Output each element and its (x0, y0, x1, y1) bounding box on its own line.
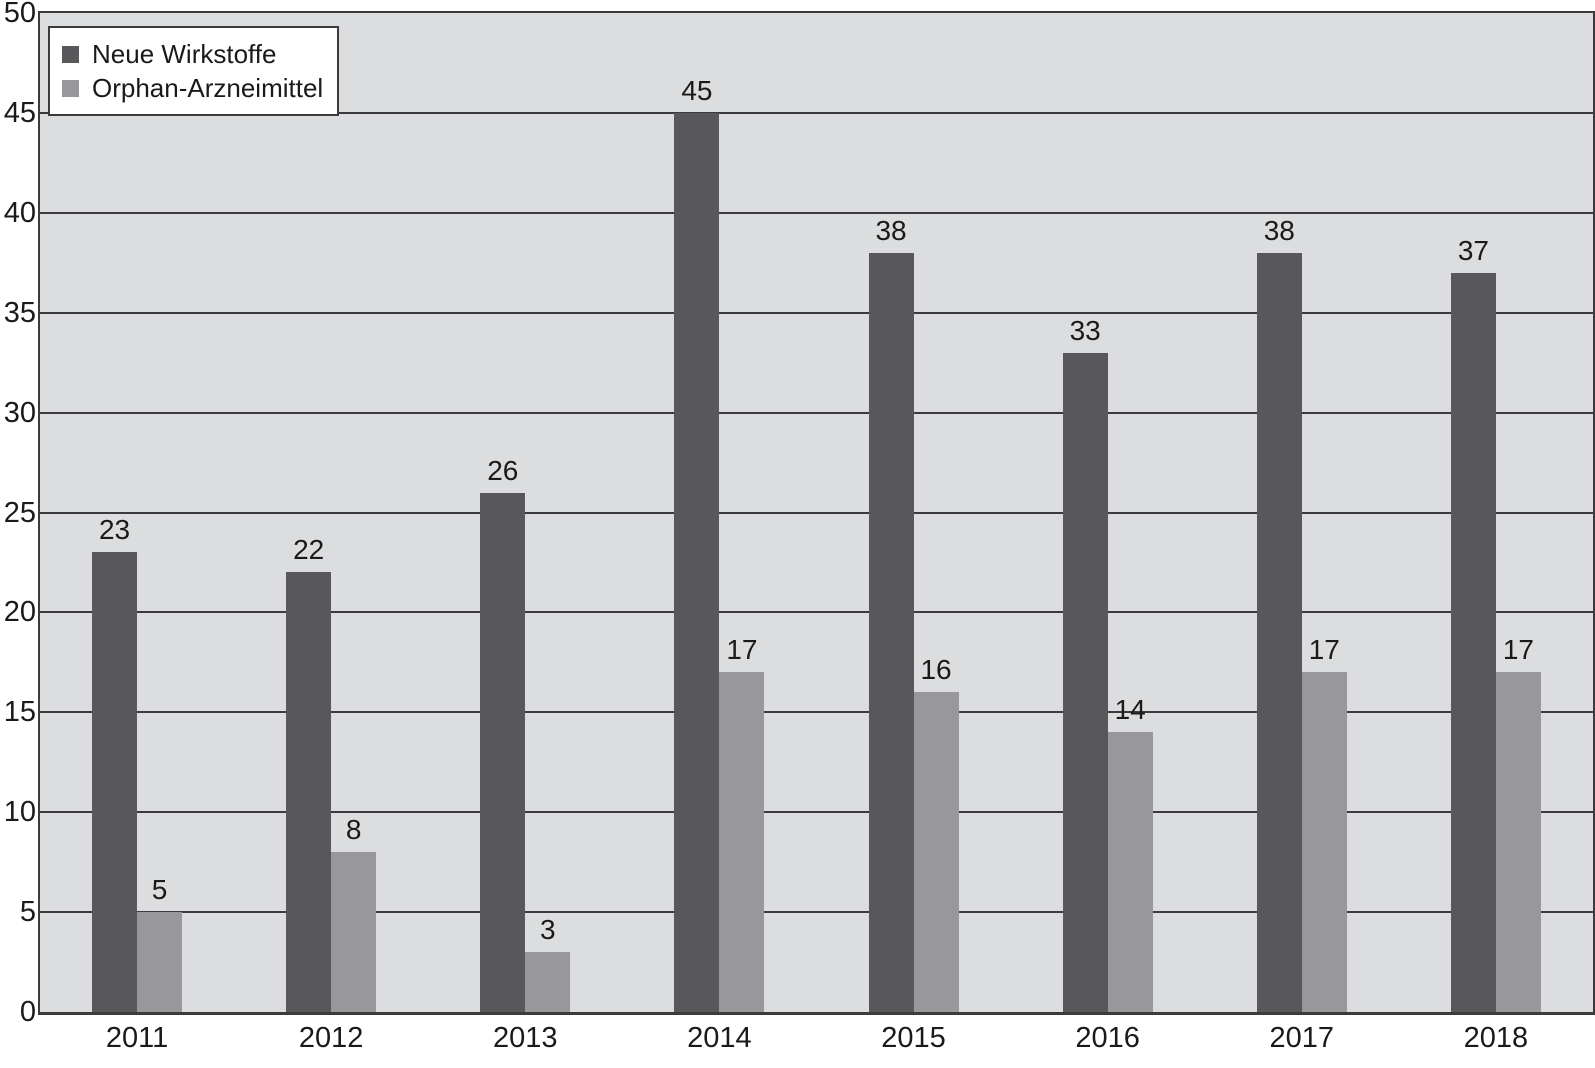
x-tick-label: 2011 (105, 1022, 169, 1054)
x-tick-label: 2013 (493, 1022, 558, 1054)
bar-light (913, 692, 959, 1012)
value-label: 26 (487, 454, 519, 486)
bar-dark (1062, 352, 1108, 1012)
gridline (40, 811, 1593, 814)
bar-light (1495, 672, 1541, 1012)
x-tick-label: 2017 (1269, 1022, 1335, 1054)
y-tick-label: 45 (3, 96, 36, 129)
legend-label: Neue Wirkstoffe (92, 38, 277, 69)
bar-dark (868, 252, 914, 1012)
gridline (40, 311, 1593, 314)
y-tick-label: 15 (3, 696, 36, 729)
bar-dark (286, 572, 332, 1012)
legend-label: Orphan-Arzneimittel (92, 72, 324, 103)
gridline (40, 711, 1593, 714)
gridline (40, 211, 1593, 214)
gridline (40, 911, 1593, 914)
value-label: 37 (1457, 234, 1490, 266)
y-tick-label: 30 (3, 396, 36, 429)
bar-dark (1450, 272, 1496, 1012)
value-label: 14 (1114, 694, 1146, 726)
value-label: 16 (920, 654, 952, 686)
value-label: 38 (1263, 214, 1295, 246)
value-label: 17 (1502, 634, 1535, 666)
bar-light (1301, 672, 1347, 1012)
x-tick-label: 2015 (881, 1022, 946, 1054)
x-tick-label: 2018 (1463, 1022, 1529, 1054)
bar-light (719, 672, 765, 1012)
legend-swatch-light (62, 79, 79, 97)
y-tick-label: 50 (3, 0, 36, 29)
value-label: 8 (345, 814, 362, 846)
gridline (40, 611, 1593, 614)
y-tick-label: 0 (19, 996, 36, 1028)
value-label: 38 (875, 214, 907, 246)
plot-area: Neue Wirkstoffe Orphan-Arzneimittel 23 5 2… (38, 11, 1595, 1015)
legend: Neue Wirkstoffe Orphan-Arzneimittel (48, 26, 340, 116)
bar-light (137, 912, 183, 1012)
bar-light (1107, 732, 1153, 1012)
bar-dark (1256, 252, 1302, 1012)
value-label: 17 (1308, 634, 1340, 666)
bar-dark (480, 492, 526, 1012)
legend-swatch-dark (62, 45, 79, 63)
y-tick-label: 10 (3, 796, 36, 829)
y-tick-label: 20 (3, 596, 36, 629)
bar-light (525, 952, 571, 1012)
y-tick-label: 40 (3, 196, 36, 229)
value-label: 17 (726, 634, 758, 666)
bar-light (331, 852, 377, 1012)
value-label: 22 (293, 534, 325, 566)
value-label: 45 (681, 74, 713, 106)
bar-dark (674, 112, 720, 1012)
value-label: 23 (98, 514, 131, 546)
x-tick-label: 2012 (298, 1022, 364, 1054)
value-label: 3 (540, 914, 556, 946)
x-tick-label: 2016 (1075, 1022, 1140, 1054)
bar-dark (92, 552, 138, 1012)
gridline (40, 111, 1593, 114)
y-tick-label: 35 (3, 296, 36, 329)
legend-item: Orphan-Arzneimittel (62, 71, 323, 105)
value-label: 33 (1069, 314, 1101, 346)
y-tick-label: 25 (3, 496, 36, 529)
value-label: 5 (151, 874, 168, 906)
y-tick-label: 5 (19, 896, 36, 929)
gridline (40, 411, 1593, 414)
legend-item: Neue Wirkstoffe (62, 37, 323, 71)
x-tick-label: 2014 (687, 1022, 752, 1054)
gridline (40, 511, 1593, 514)
